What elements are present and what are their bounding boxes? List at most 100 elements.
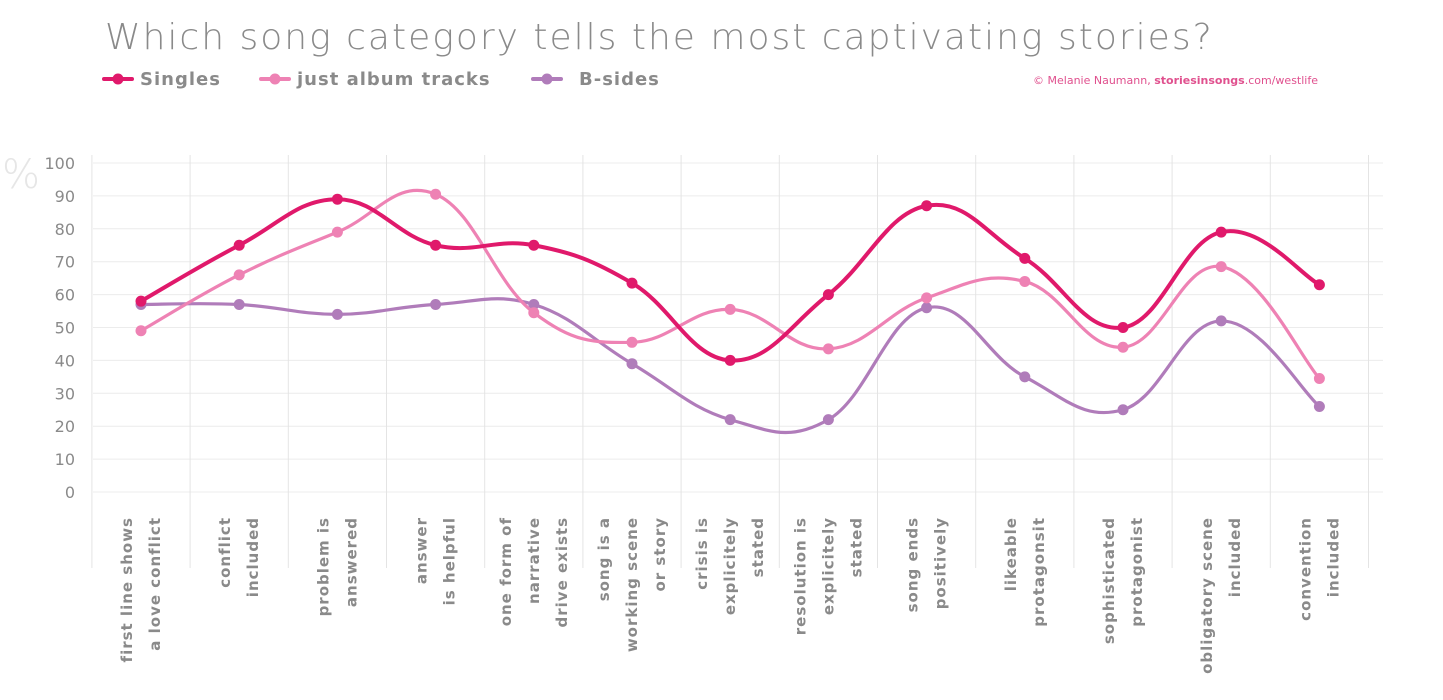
x-tick-label: included xyxy=(1324,517,1342,597)
series-just-album-tracks xyxy=(135,188,1325,384)
series-b-sides xyxy=(135,297,1325,435)
x-tick-label: sophisticated xyxy=(1100,517,1118,644)
data-point-just-album-tracks xyxy=(724,303,736,315)
data-point-b-sides xyxy=(1313,400,1325,412)
series-layer xyxy=(135,188,1325,435)
data-point-b-sides xyxy=(1117,404,1129,416)
data-point-singles xyxy=(626,277,638,289)
series-line-b-sides xyxy=(139,297,1321,435)
x-tick-label: drive exists xyxy=(553,517,571,627)
data-point-b-sides xyxy=(233,298,245,310)
y-axis: 0 10 20 30 40 50 60 70 80 90 100 xyxy=(44,154,75,502)
x-tick-label: explicitely xyxy=(819,517,837,615)
data-point-b-sides xyxy=(528,298,540,310)
series-line-just-album-tracks xyxy=(139,188,1321,381)
chart-title: Which song category tells the most capti… xyxy=(105,17,1214,58)
legend: Singles just album tracks B-sides xyxy=(102,69,660,90)
y-axis-unit: % xyxy=(2,152,40,198)
data-point-singles xyxy=(331,193,343,205)
y-tick-label: 10 xyxy=(55,450,75,469)
data-point-singles xyxy=(1117,322,1129,333)
credit: © Melanie Naumann, storiesinsongs.com/we… xyxy=(1033,74,1318,87)
x-tick-label: is helpful xyxy=(441,517,459,605)
legend-label: Singles xyxy=(140,69,221,90)
y-tick-label: 70 xyxy=(55,253,75,272)
legend-marker xyxy=(269,73,281,85)
x-tick-label: or story xyxy=(651,517,669,592)
x-tick-label: answered xyxy=(342,517,360,607)
legend-label: just album tracks xyxy=(296,69,491,90)
data-point-just-album-tracks xyxy=(528,307,540,319)
x-tick-label: a love conflict xyxy=(146,517,164,651)
data-point-singles xyxy=(430,239,442,251)
x-tick-label: answer xyxy=(413,517,431,584)
series-singles xyxy=(135,193,1325,366)
legend-item-singles: Singles xyxy=(102,69,221,90)
data-point-just-album-tracks xyxy=(1215,261,1227,273)
data-point-b-sides xyxy=(430,298,442,310)
y-tick-label: 20 xyxy=(55,417,75,436)
data-point-singles xyxy=(822,289,834,301)
data-point-b-sides xyxy=(331,308,343,320)
data-point-b-sides xyxy=(724,414,736,426)
data-point-just-album-tracks xyxy=(921,292,933,304)
data-point-just-album-tracks xyxy=(822,343,834,355)
x-tick-label: protagonsit xyxy=(1030,517,1048,627)
x-tick-label: obligatory scene xyxy=(1198,517,1216,674)
x-tick-label: included xyxy=(1226,517,1244,597)
x-tick-label: problem is xyxy=(314,517,332,616)
data-point-just-album-tracks xyxy=(1019,275,1031,287)
x-tick-label: one form of xyxy=(497,517,515,626)
x-tick-label: explicitely xyxy=(721,517,739,615)
data-point-b-sides xyxy=(822,414,834,426)
data-point-just-album-tracks xyxy=(1313,372,1325,384)
x-tick-label: narrative xyxy=(525,517,543,604)
x-tick-label: likeable xyxy=(1002,517,1020,591)
x-tick-label: positively xyxy=(932,517,950,609)
y-tick-label: 60 xyxy=(55,286,75,305)
y-tick-label: 50 xyxy=(55,319,75,338)
series-line-singles xyxy=(139,197,1322,363)
data-point-just-album-tracks xyxy=(233,269,245,281)
x-tick-label: resolution is xyxy=(791,517,809,635)
data-point-singles xyxy=(233,239,245,251)
x-tick-label: stated xyxy=(749,517,767,577)
x-tick-label: song is a xyxy=(595,517,613,601)
credit-prefix: © Melanie Naumann, xyxy=(1033,74,1154,87)
x-tick-label: working scene xyxy=(623,517,641,652)
legend-marker xyxy=(541,73,553,85)
data-point-b-sides xyxy=(921,302,933,314)
data-point-just-album-tracks xyxy=(626,336,638,348)
x-tick-label: protagonist xyxy=(1128,517,1146,627)
x-tick-label: included xyxy=(244,517,262,597)
data-point-singles xyxy=(528,239,540,251)
x-tick-label: conflict xyxy=(216,517,234,588)
data-point-singles xyxy=(921,200,933,212)
credit-site-bold: storiesinsongs xyxy=(1154,74,1245,87)
x-tick-label: song ends xyxy=(904,517,922,612)
data-point-just-album-tracks xyxy=(331,226,343,238)
legend-item-b-sides: B-sides xyxy=(531,69,660,90)
y-tick-label: 0 xyxy=(65,483,75,502)
data-point-singles xyxy=(135,295,147,307)
y-tick-label: 30 xyxy=(55,384,75,403)
legend-label: B-sides xyxy=(579,69,660,90)
data-point-singles xyxy=(1313,279,1325,291)
data-point-b-sides xyxy=(1019,371,1031,383)
x-axis: first line shows a love conflict conflict i… xyxy=(118,517,1342,674)
legend-marker xyxy=(112,73,124,85)
data-point-just-album-tracks xyxy=(1117,341,1129,353)
x-tick-label: convention xyxy=(1296,517,1314,621)
grid xyxy=(91,155,1383,568)
x-tick-label: stated xyxy=(847,517,865,577)
y-tick-label: 80 xyxy=(55,220,75,239)
credit-site-rest: .com/westlife xyxy=(1245,74,1318,87)
data-point-b-sides xyxy=(1215,315,1227,327)
data-point-just-album-tracks xyxy=(430,188,442,200)
y-tick-label: 40 xyxy=(55,351,75,370)
data-point-singles xyxy=(1215,226,1227,238)
legend-item-just-album-tracks: just album tracks xyxy=(259,69,491,90)
y-tick-label: 100 xyxy=(44,154,75,173)
data-point-b-sides xyxy=(626,358,638,370)
